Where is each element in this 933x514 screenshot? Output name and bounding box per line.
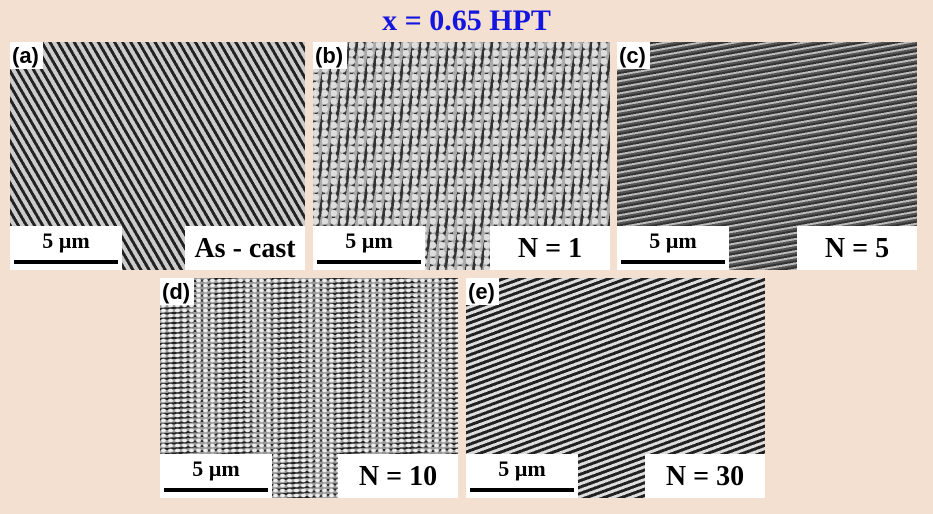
micrograph-panel: (c) 5 µm N = 5 [617, 42, 917, 270]
figure-title: x = 0.65 HPT [382, 4, 551, 37]
panel-label: (b) [313, 42, 348, 69]
scale-bar-box: 5 µm [466, 454, 578, 498]
scale-bar-text: 5 µm [498, 456, 546, 481]
scale-bar [164, 488, 268, 492]
condition-label: N = 10 [338, 454, 458, 498]
scale-bar [317, 260, 421, 264]
condition-label: N = 30 [645, 454, 765, 498]
scale-bar-box: 5 µm [313, 226, 425, 270]
scale-bar-text: 5 µm [345, 228, 393, 253]
scale-bar [470, 488, 574, 492]
scale-bar-text: 5 µm [192, 456, 240, 481]
panel-label: (d) [160, 278, 195, 305]
micrograph-panel: (a) 5 µm As - cast [10, 42, 305, 270]
scale-bar [621, 260, 725, 264]
scale-bar-box: 5 µm [617, 226, 729, 270]
panel-label: (c) [617, 42, 650, 69]
condition-label: As - cast [185, 226, 305, 270]
micrograph-panel: (e) 5 µm N = 30 [466, 278, 765, 498]
scale-bar-box: 5 µm [160, 454, 272, 498]
panel-label: (a) [10, 42, 43, 69]
scale-bar-text: 5 µm [42, 228, 90, 253]
micrograph-panel: (d) 5 µm N = 10 [160, 278, 458, 498]
scale-bar-text: 5 µm [649, 228, 697, 253]
panel-label: (e) [466, 278, 499, 305]
condition-label: N = 5 [797, 226, 917, 270]
micrograph-panel: (b) 5 µm N = 1 [313, 42, 610, 270]
condition-label: N = 1 [490, 226, 610, 270]
scale-bar-box: 5 µm [10, 226, 122, 270]
scale-bar [14, 260, 118, 264]
